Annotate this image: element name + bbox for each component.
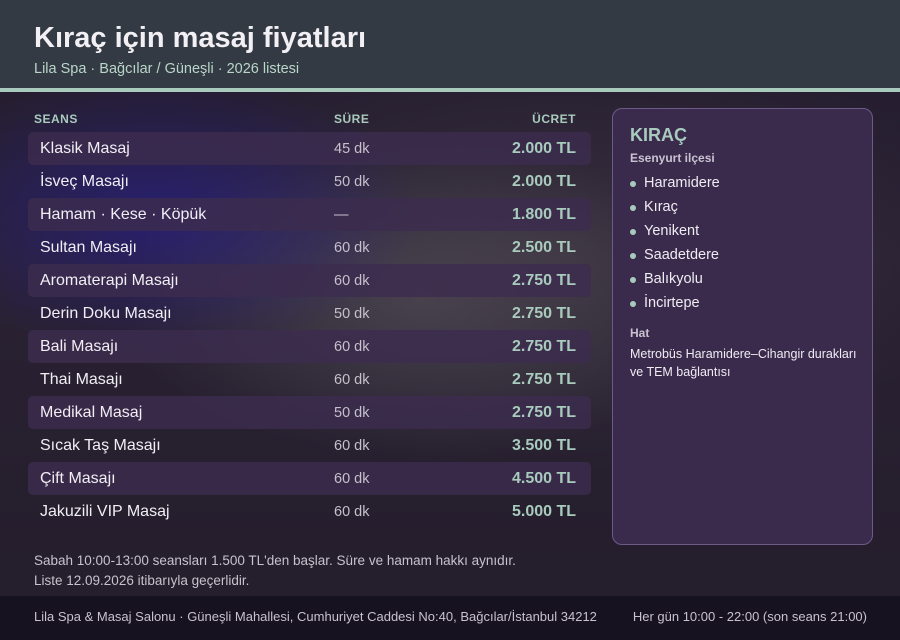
district-panel: KIRAÇ Esenyurt ilçesi Haramidere Kıraç Y…	[612, 108, 873, 545]
row-session-name: Bali Masajı	[40, 338, 119, 355]
row-price: 2.500 TL	[511, 239, 576, 256]
row-session-name: Jakuzili VIP Masaj	[40, 503, 170, 520]
bullet-icon	[630, 253, 636, 259]
row-session-name: Sultan Masajı	[40, 239, 137, 256]
footer-hours: Her gün 10:00 - 22:00 (son seans 21:00)	[632, 609, 867, 624]
header-divider	[0, 88, 900, 92]
list-item: Haramidere	[630, 171, 720, 195]
table-header: SEANS SÜRE ÜCRET	[28, 106, 591, 132]
bullet-icon	[630, 229, 636, 235]
row-price: 2.750 TL	[511, 338, 576, 355]
row-duration: —	[334, 207, 349, 223]
row-duration: 50 dk	[334, 174, 370, 190]
row-price: 2.000 TL	[511, 173, 576, 190]
table-row: İsveç Masajı 50 dk 2.000 TL	[28, 165, 591, 198]
row-duration: 60 dk	[334, 438, 370, 454]
neighborhood-name: Yenikent	[644, 223, 700, 239]
neighborhood-name: İncirtepe	[644, 295, 700, 311]
bullet-icon	[630, 301, 636, 307]
bullet-icon	[630, 181, 636, 187]
row-duration: 60 dk	[334, 372, 370, 388]
row-session-name: İsveç Masajı	[40, 173, 129, 190]
row-session-name: Çift Masajı	[40, 470, 116, 487]
page-footer: Lila Spa & Masaj Salonu · Güneşli Mahall…	[0, 596, 900, 640]
column-header-duration: SÜRE	[334, 112, 370, 126]
row-price: 2.000 TL	[511, 140, 576, 157]
list-item: Saadetdere	[630, 243, 720, 267]
table-row: Bali Masajı 60 dk 2.750 TL	[28, 330, 591, 363]
table-row: Derin Doku Masajı 50 dk 2.750 TL	[28, 297, 591, 330]
panel-title: KIRAÇ	[630, 125, 687, 145]
row-price: 4.500 TL	[511, 470, 576, 487]
price-note: Sabah 10:00-13:00 seansları 1.500 TL'den…	[34, 551, 594, 591]
table-row: Jakuzili VIP Masaj 60 dk 5.000 TL	[28, 495, 591, 528]
row-duration: 60 dk	[334, 504, 370, 520]
page-subtitle: Lila Spa · Bağcılar / Güneşli · 2026 lis…	[34, 61, 300, 77]
note-line-validity: Liste 12.09.2026 itibarıyla geçerlidir.	[34, 573, 250, 588]
row-session-name: Thai Masajı	[40, 371, 123, 388]
footer-address: Lila Spa & Masaj Salonu · Güneşli Mahall…	[34, 609, 597, 624]
table-row: Hamam · Kese · Köpük — 1.800 TL	[28, 198, 591, 231]
row-session-name: Hamam · Kese · Köpük	[40, 206, 207, 223]
list-item: İncirtepe	[630, 291, 720, 315]
neighborhood-name: Haramidere	[644, 175, 720, 191]
row-duration: 45 dk	[334, 141, 370, 157]
table-row: Aromaterapi Masajı 60 dk 2.750 TL	[28, 264, 591, 297]
row-duration: 60 dk	[334, 240, 370, 256]
row-session-name: Derin Doku Masajı	[40, 305, 172, 322]
row-price: 2.750 TL	[511, 371, 576, 388]
row-duration: 50 dk	[334, 405, 370, 421]
row-price: 5.000 TL	[511, 503, 576, 520]
table-row: Sultan Masajı 60 dk 2.500 TL	[28, 231, 591, 264]
transit-label: Hat	[630, 326, 650, 340]
transit-text: Metrobüs Haramidere–Cihangir durakları v…	[630, 347, 857, 379]
neighborhood-list: Haramidere Kıraç Yenikent Saadetdere Bal…	[630, 171, 720, 315]
row-price: 1.800 TL	[511, 206, 576, 223]
column-header-session: SEANS	[34, 112, 78, 126]
row-duration: 60 dk	[334, 273, 370, 289]
panel-subtitle: Esenyurt ilçesi	[630, 151, 715, 165]
neighborhood-name: Balıkyolu	[644, 271, 703, 287]
row-price: 2.750 TL	[511, 272, 576, 289]
row-duration: 50 dk	[334, 306, 370, 322]
neighborhood-name: Saadetdere	[644, 247, 719, 263]
row-duration: 60 dk	[334, 339, 370, 355]
row-duration: 60 dk	[334, 471, 370, 487]
row-price: 2.750 TL	[511, 404, 576, 421]
table-row: Çift Masajı 60 dk 4.500 TL	[28, 462, 591, 495]
page-title: Kıraç için masaj fiyatları	[34, 22, 367, 54]
table-row: Sıcak Taş Masajı 60 dk 3.500 TL	[28, 429, 591, 462]
row-session-name: Medikal Masaj	[40, 404, 143, 421]
list-item: Kıraç	[630, 195, 720, 219]
row-session-name: Sıcak Taş Masajı	[40, 437, 161, 454]
column-header-price: ÜCRET	[532, 112, 576, 126]
price-table: SEANS SÜRE ÜCRET Klasik Masaj 45 dk 2.00…	[28, 106, 591, 528]
list-item: Balıkyolu	[630, 267, 720, 291]
neighborhood-name: Kıraç	[644, 199, 678, 215]
table-row: Medikal Masaj 50 dk 2.750 TL	[28, 396, 591, 429]
table-row: Klasik Masaj 45 dk 2.000 TL	[28, 132, 591, 165]
row-price: 2.750 TL	[511, 305, 576, 322]
bullet-icon	[630, 205, 636, 211]
page-header: Kıraç için masaj fiyatları Lila Spa · Ba…	[0, 0, 900, 88]
row-price: 3.500 TL	[511, 437, 576, 454]
bullet-icon	[630, 277, 636, 283]
row-session-name: Klasik Masaj	[40, 140, 130, 157]
note-line-morning: Sabah 10:00-13:00 seansları 1.500 TL'den…	[34, 553, 516, 568]
table-row: Thai Masajı 60 dk 2.750 TL	[28, 363, 591, 396]
row-session-name: Aromaterapi Masajı	[40, 272, 179, 289]
list-item: Yenikent	[630, 219, 720, 243]
